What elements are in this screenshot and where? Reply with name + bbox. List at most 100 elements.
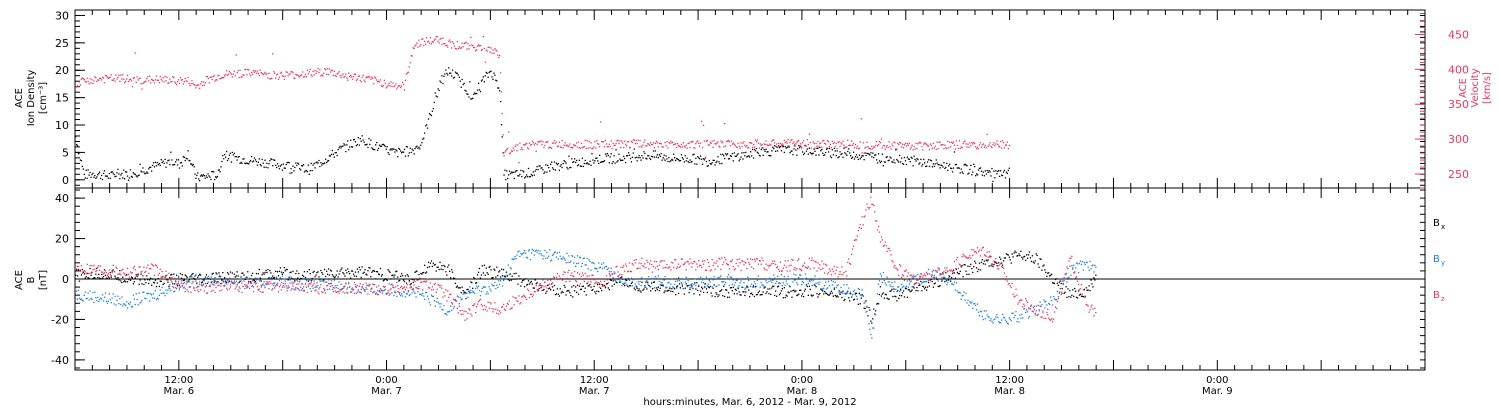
data-point xyxy=(833,287,835,289)
data-point xyxy=(630,140,633,143)
data-point xyxy=(296,164,298,167)
data-point xyxy=(380,275,383,277)
data-point xyxy=(239,69,241,71)
data-point xyxy=(417,288,419,290)
data-point xyxy=(870,320,872,322)
data-point xyxy=(288,162,290,164)
data-point xyxy=(335,274,337,276)
data-point xyxy=(406,293,408,295)
data-point xyxy=(597,142,599,145)
data-point xyxy=(562,256,564,258)
data-point xyxy=(344,75,346,78)
data-point xyxy=(360,81,362,83)
data-point xyxy=(85,276,87,278)
data-point xyxy=(402,83,405,85)
data-point xyxy=(1009,259,1011,261)
data-point xyxy=(606,268,608,271)
data-point xyxy=(643,288,645,290)
data-point xyxy=(425,125,427,127)
data-point xyxy=(496,80,498,82)
data-point xyxy=(266,162,268,164)
data-point xyxy=(599,283,601,285)
x-tick-time-label: 12:00 xyxy=(580,375,609,386)
data-point xyxy=(226,272,229,274)
data-point xyxy=(1052,282,1055,284)
data-point xyxy=(82,300,84,302)
data-point xyxy=(588,285,590,287)
data-point xyxy=(323,281,325,283)
data-point xyxy=(996,140,998,142)
data-point xyxy=(257,161,259,163)
data-point xyxy=(876,145,879,147)
data-point xyxy=(758,290,760,292)
data-point xyxy=(386,279,388,281)
data-point xyxy=(455,72,458,74)
data-point xyxy=(1057,296,1059,298)
data-point xyxy=(282,282,284,285)
data-point xyxy=(711,286,713,288)
data-point xyxy=(294,279,296,282)
data-point xyxy=(728,158,731,160)
data-point xyxy=(725,289,727,291)
data-point xyxy=(583,146,585,148)
data-point xyxy=(1090,268,1092,270)
data-point xyxy=(215,272,217,274)
data-point xyxy=(941,280,943,282)
data-point xyxy=(270,272,272,274)
data-point xyxy=(194,275,196,277)
data-point xyxy=(124,280,126,282)
data-point xyxy=(354,271,357,273)
data-point xyxy=(728,141,731,143)
data-point xyxy=(446,274,448,276)
data-point xyxy=(631,141,633,143)
data-point xyxy=(472,287,474,289)
data-point xyxy=(674,283,676,286)
data-point xyxy=(477,285,480,287)
data-point xyxy=(826,140,829,142)
data-point xyxy=(936,271,938,273)
data-point xyxy=(683,161,685,163)
data-point xyxy=(614,144,616,146)
data-point xyxy=(233,273,235,275)
data-point xyxy=(158,294,160,296)
data-point xyxy=(479,45,482,47)
data-point xyxy=(931,280,933,283)
data-point xyxy=(895,288,897,290)
data-point xyxy=(202,174,204,176)
data-point xyxy=(856,298,858,300)
data-point xyxy=(418,288,420,290)
data-point xyxy=(508,174,510,176)
data-point xyxy=(426,37,428,39)
data-point xyxy=(179,273,182,275)
data-point xyxy=(294,77,296,80)
data-point xyxy=(701,163,704,165)
data-point xyxy=(654,276,657,278)
data-point xyxy=(785,147,787,149)
data-point xyxy=(309,287,311,290)
data-point xyxy=(885,146,887,148)
data-point xyxy=(325,158,327,160)
data-point xyxy=(293,288,295,290)
data-point xyxy=(226,150,228,153)
data-point xyxy=(794,291,796,293)
data-point xyxy=(499,100,502,103)
data-point xyxy=(270,282,272,284)
data-point xyxy=(900,289,902,291)
data-point xyxy=(216,280,218,283)
data-point xyxy=(880,275,883,277)
data-point xyxy=(112,79,114,81)
data-point xyxy=(633,139,635,141)
data-point xyxy=(317,284,319,287)
data-point xyxy=(396,88,398,90)
data-point xyxy=(1064,291,1066,293)
data-point xyxy=(433,283,435,286)
data-point xyxy=(735,146,737,148)
data-point xyxy=(674,288,676,290)
data-point xyxy=(340,76,342,79)
data-point xyxy=(421,38,423,40)
data-point xyxy=(951,142,954,144)
data-point xyxy=(414,280,416,283)
data-point xyxy=(463,292,465,294)
data-point xyxy=(330,270,333,272)
